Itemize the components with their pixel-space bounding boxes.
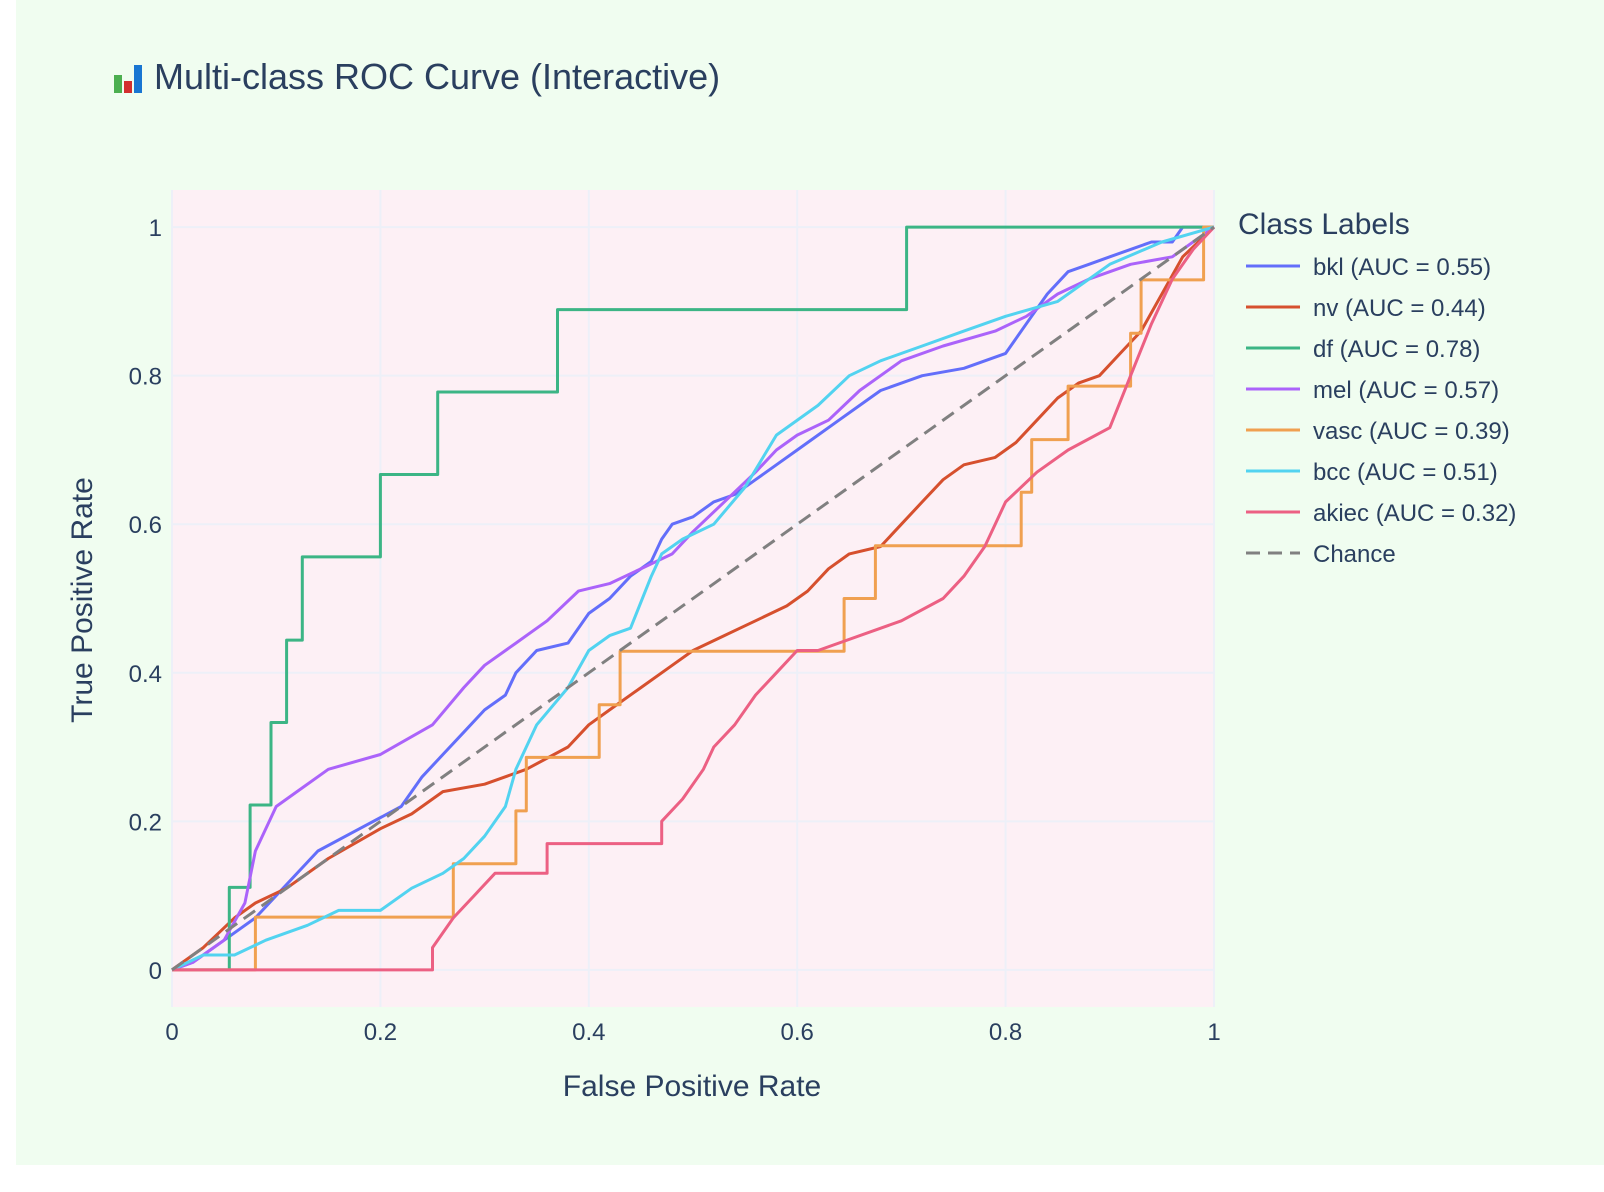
- y-tick-label: 0.8: [129, 364, 162, 391]
- series-line[interactable]: [171, 226, 1216, 972]
- x-axis-label: False Positive Rate: [563, 1070, 821, 1103]
- series-layer: [171, 225, 1216, 972]
- bar-chart-icon: [112, 61, 146, 93]
- y-tick-label: 0.4: [129, 661, 162, 688]
- legend: Class Labels bkl (AUC = 0.55) nv (AUC = 0…: [1238, 208, 1516, 568]
- y-tick-label: 0: [149, 958, 162, 985]
- x-axis-ticks: 0 0.2 0.4 0.6 0.8 1: [165, 1019, 1220, 1046]
- legend-item-label[interactable]: akiec (AUC = 0.32): [1313, 500, 1516, 527]
- y-tick-label: 1: [149, 215, 162, 242]
- series-line[interactable]: [172, 226, 1216, 972]
- x-tick-label: 0.2: [364, 1019, 397, 1046]
- legend-item-label[interactable]: bkl (AUC = 0.55): [1313, 254, 1491, 281]
- legend-items: bkl (AUC = 0.55) nv (AUC = 0.44) df (AUC =…: [1246, 254, 1516, 568]
- legend-item-label[interactable]: vasc (AUC = 0.39): [1313, 418, 1510, 445]
- legend-item-label[interactable]: bcc (AUC = 0.51): [1313, 459, 1498, 486]
- x-tick-label: 0: [165, 1019, 178, 1046]
- series-line[interactable]: [171, 225, 1215, 972]
- legend-title: Class Labels: [1238, 208, 1410, 241]
- series-line[interactable]: [171, 225, 1215, 972]
- chart-title-text: Multi-class ROC Curve (Interactive): [154, 56, 721, 97]
- y-tick-label: 0.2: [129, 809, 162, 836]
- legend-item-label[interactable]: Chance: [1313, 541, 1396, 568]
- y-tick-label: 0.6: [129, 512, 162, 539]
- x-tick-label: 1: [1207, 1019, 1220, 1046]
- legend-item-label[interactable]: mel (AUC = 0.57): [1313, 377, 1499, 404]
- x-tick-label: 0.4: [572, 1019, 605, 1046]
- y-axis-label: True Positive Rate: [66, 477, 99, 723]
- series-line[interactable]: [171, 225, 1214, 972]
- y-axis-ticks: 0 0.2 0.4 0.6 0.8 1: [129, 215, 162, 985]
- series-line[interactable]: [171, 225, 1215, 972]
- legend-item-label[interactable]: nv (AUC = 0.44): [1313, 295, 1486, 322]
- series-line[interactable]: [172, 225, 1214, 972]
- x-tick-label: 0.8: [989, 1019, 1022, 1046]
- chart-title: Multi-class ROC Curve (Interactive): [112, 56, 720, 98]
- x-tick-label: 0.6: [781, 1019, 814, 1046]
- legend-item-label[interactable]: df (AUC = 0.78): [1313, 336, 1480, 363]
